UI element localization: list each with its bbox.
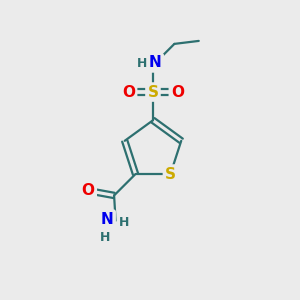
Text: O: O (122, 85, 135, 100)
Text: N: N (101, 212, 114, 227)
Text: O: O (171, 85, 184, 100)
Text: H: H (100, 231, 110, 244)
Text: N: N (149, 56, 162, 70)
Text: S: S (148, 85, 158, 100)
Text: H: H (136, 57, 147, 70)
Text: H: H (119, 216, 129, 229)
Text: S: S (165, 167, 176, 182)
Text: O: O (82, 184, 95, 199)
